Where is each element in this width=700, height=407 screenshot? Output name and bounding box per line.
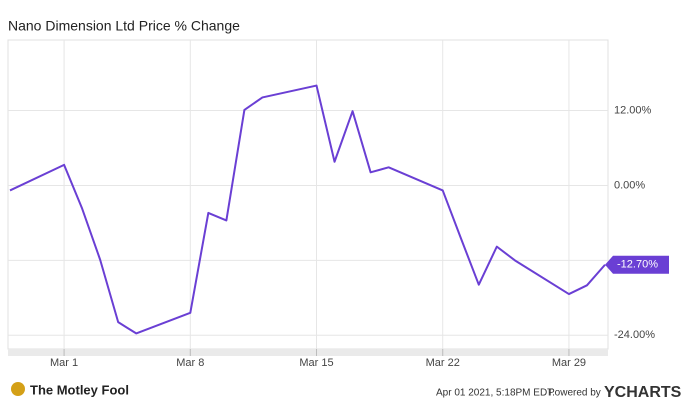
x-tick-label: Mar 22 <box>426 357 460 369</box>
x-tick-label: Mar 29 <box>552 357 586 369</box>
value-label: -12.70% <box>617 259 658 271</box>
chart-title: Nano Dimension Ltd Price % Change <box>8 18 240 34</box>
navigator-band <box>8 349 608 356</box>
logo-icon <box>11 382 25 396</box>
y-tick-label: 0.00% <box>614 179 645 191</box>
plot-frame <box>7 39 609 350</box>
brand: YCHARTS <box>604 384 682 401</box>
price-line <box>9 84 606 335</box>
y-tick-label: 12.00% <box>614 104 652 116</box>
x-tick-label: Mar 1 <box>50 357 78 369</box>
x-tick-label: Mar 15 <box>299 357 333 369</box>
timestamp: Apr 01 2021, 5:18PM EDT. <box>436 388 555 399</box>
powered-by: Powered by <box>548 388 601 399</box>
value-tag <box>605 255 669 274</box>
source-logo: The Motley Fool <box>30 382 129 397</box>
x-tick-label: Mar 8 <box>176 357 204 369</box>
y-tick-label: -24.00% <box>614 329 655 341</box>
